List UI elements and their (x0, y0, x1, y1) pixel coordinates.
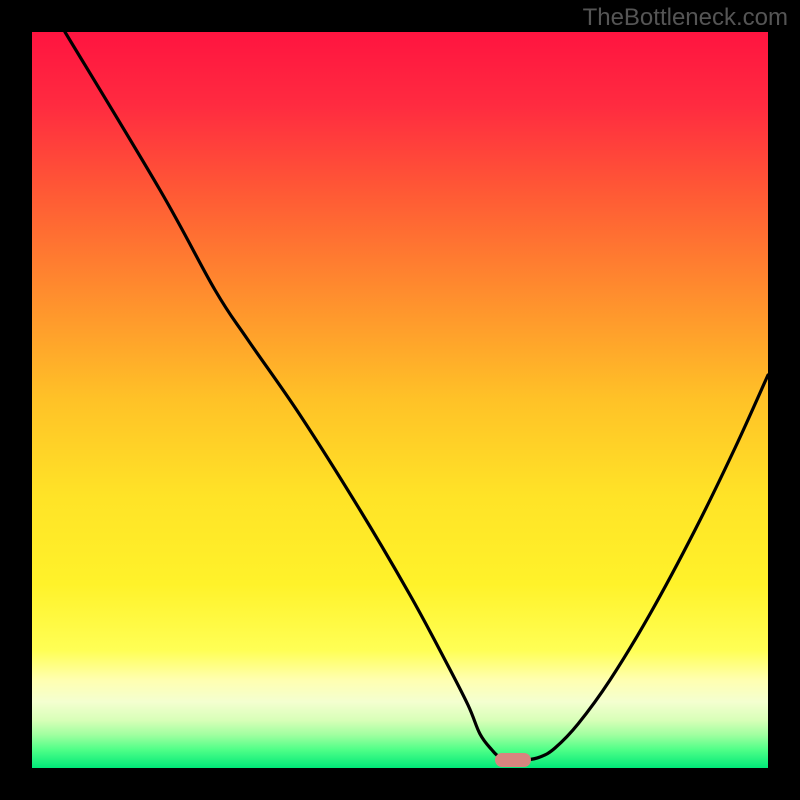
bottleneck-chart (0, 0, 800, 800)
plot-background (32, 32, 768, 768)
chart-container: TheBottleneck.com (0, 0, 800, 800)
optimal-point-marker (495, 753, 531, 767)
watermark-text: TheBottleneck.com (583, 4, 788, 32)
